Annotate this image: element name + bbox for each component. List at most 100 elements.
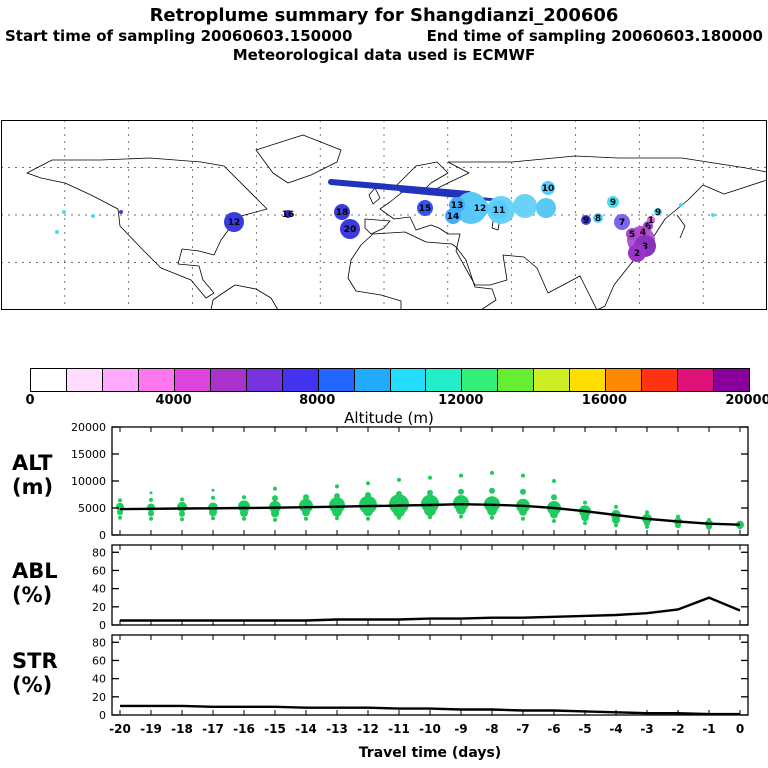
altitude-bubble — [180, 497, 184, 502]
time-series-panels: 0 5000 10000 15000 20000 0 20 40 60 80 0 20 40 60 80 -2… — [0, 420, 768, 768]
altitude-bubble — [458, 488, 464, 495]
panel-alt: 0 5000 10000 15000 20000 — [71, 421, 749, 542]
altitude-bubble — [240, 508, 248, 517]
sampling-times-line: Start time of sampling 20060603.150000 E… — [5, 27, 763, 45]
map-bubble-label: 10 — [542, 184, 555, 194]
altitude-bubble — [706, 523, 712, 530]
colorbar-tick-label: 0 — [25, 393, 35, 408]
y-tick-label: 60 — [92, 564, 106, 577]
map-bubble-label: 2 — [634, 249, 640, 259]
abl-line — [120, 596, 741, 622]
colorbar-tick-label: 16000 — [581, 393, 628, 408]
map-bubble — [536, 198, 556, 218]
map-bubble-label: 9 — [610, 198, 616, 208]
altitude-bubble — [428, 515, 432, 520]
map-bubble-label: 6 — [645, 222, 651, 232]
colorbar-cell — [642, 369, 679, 391]
map-frame — [1, 120, 767, 310]
y-tick-label: 40 — [92, 673, 106, 686]
altitude-bubble — [519, 507, 527, 516]
x-tick-label: -4 — [609, 722, 622, 736]
panel-abl: 0 20 40 60 80 — [92, 544, 749, 632]
altitude-bubble — [459, 514, 463, 519]
str-frame — [111, 634, 749, 716]
altitude-bubble — [148, 510, 154, 517]
y-tick-label: 20 — [92, 691, 106, 704]
map-bubble-label: 11 — [493, 206, 506, 216]
colorbar-tick-label: 12000 — [438, 393, 484, 408]
altitude-bubble — [366, 481, 370, 486]
altitude-bubble — [242, 495, 246, 500]
abl-panel-label: ABL — [12, 559, 58, 583]
alt-panel-unit: (m) — [12, 475, 54, 499]
altitude-bubble — [366, 516, 370, 521]
map-bubble — [471, 199, 489, 217]
alt-panel-label: ALT — [12, 451, 53, 475]
map-bubble — [62, 210, 66, 214]
colorbar-cell — [174, 369, 211, 391]
altitude-bubble — [304, 516, 308, 521]
x-tick-label: -12 — [357, 722, 379, 736]
start-time-text: Start time of sampling 20060603.150000 — [5, 27, 353, 45]
x-tick-label: -2 — [671, 722, 684, 736]
map-bubble — [490, 201, 508, 219]
altitude-bubble — [117, 509, 123, 516]
map-bubble — [541, 181, 555, 195]
x-tick-label: -8 — [485, 722, 498, 736]
altitude-bubble — [738, 525, 742, 530]
map-bubble-label: 9 — [655, 208, 661, 218]
colorbar-cell — [678, 369, 715, 391]
x-tick-label: -16 — [233, 722, 255, 736]
altitude-bubble — [644, 520, 650, 527]
colorbar-cell — [282, 369, 319, 391]
altitude-bubble — [428, 475, 432, 480]
altitude-bubble — [521, 473, 525, 478]
map-bubble — [626, 228, 638, 240]
colorbar-tick-label: 4000 — [155, 393, 192, 408]
altitude-bubble — [393, 505, 405, 518]
map-bubble-label: 12 — [228, 218, 241, 228]
colorbar-cell — [426, 369, 463, 391]
map-bubble — [119, 210, 123, 214]
altitude-bubble — [552, 519, 556, 523]
map-bubble — [607, 196, 619, 208]
altitude-bubble — [397, 477, 401, 482]
map-bubble-label: 13 — [451, 201, 464, 211]
map-bubble — [224, 212, 244, 232]
altitude-colorbar — [30, 368, 750, 392]
map-bubble — [334, 204, 350, 220]
x-tick-label: -15 — [264, 722, 286, 736]
y-tick-label: 20 — [92, 601, 106, 614]
str-panel-label: STR — [12, 649, 58, 673]
altitude-bubble — [272, 495, 278, 502]
colorbar-cell — [138, 369, 175, 391]
y-tick-label: 15000 — [71, 448, 106, 461]
map-bubble — [513, 194, 537, 218]
map-bubble-label: 9 — [583, 216, 589, 226]
trajectory-streak — [399, 189, 508, 203]
altitude-bubble — [180, 517, 184, 522]
altitude-bubble — [456, 504, 466, 515]
altitude-bubble — [552, 479, 556, 483]
x-tick-label: -13 — [326, 722, 348, 736]
altitude-bubble — [645, 524, 649, 529]
map-bubble-label: 1 — [648, 216, 654, 226]
map-bubble — [711, 213, 715, 217]
x-tick-label: -14 — [295, 722, 317, 736]
altitude-bubble — [332, 506, 342, 517]
map-bubble-label: 16 — [282, 210, 295, 220]
altitude-bubble — [211, 516, 215, 521]
altitude-bubble — [581, 513, 589, 522]
map-bubble-label: 15 — [419, 204, 432, 214]
map-bubble-label: 14 — [447, 212, 460, 222]
map-bubble — [637, 226, 649, 238]
altitude-bubble — [396, 491, 402, 497]
x-tick-label: -11 — [388, 722, 410, 736]
map-bubble — [647, 216, 655, 224]
x-tick-label: -10 — [419, 722, 441, 736]
colorbar-cell — [606, 369, 643, 391]
map-bubble-label: 4 — [640, 228, 646, 238]
y-tick-label: 60 — [92, 654, 106, 667]
map-bubble-label: 8 — [595, 214, 601, 224]
